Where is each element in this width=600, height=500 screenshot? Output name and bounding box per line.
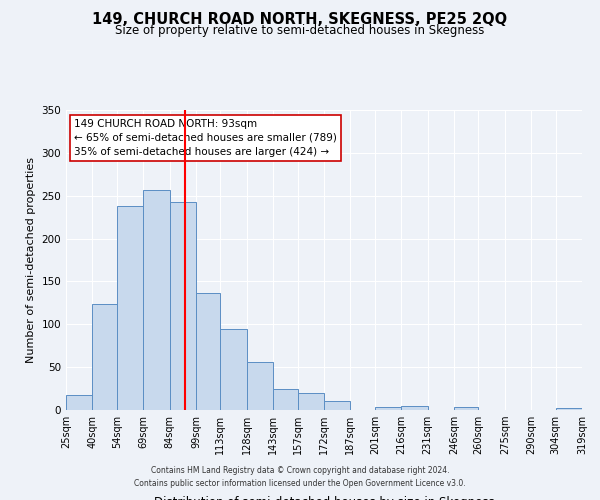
Text: 149 CHURCH ROAD NORTH: 93sqm
← 65% of semi-detached houses are smaller (789)
35%: 149 CHURCH ROAD NORTH: 93sqm ← 65% of se… bbox=[74, 119, 337, 157]
Bar bbox=[170, 202, 196, 410]
Bar bbox=[143, 190, 170, 410]
Bar bbox=[273, 388, 298, 410]
Bar bbox=[220, 330, 247, 410]
Text: Contains HM Land Registry data © Crown copyright and database right 2024.
Contai: Contains HM Land Registry data © Crown c… bbox=[134, 466, 466, 487]
Bar bbox=[117, 206, 143, 410]
Bar bbox=[556, 408, 582, 410]
Bar bbox=[196, 294, 220, 410]
Bar bbox=[324, 402, 350, 410]
Bar bbox=[454, 408, 478, 410]
Text: Size of property relative to semi-detached houses in Skegness: Size of property relative to semi-detach… bbox=[115, 24, 485, 37]
Text: 149, CHURCH ROAD NORTH, SKEGNESS, PE25 2QQ: 149, CHURCH ROAD NORTH, SKEGNESS, PE25 2… bbox=[92, 12, 508, 28]
Bar bbox=[375, 408, 401, 410]
Bar bbox=[401, 406, 428, 410]
Y-axis label: Number of semi-detached properties: Number of semi-detached properties bbox=[26, 157, 36, 363]
Bar bbox=[298, 393, 324, 410]
Bar bbox=[66, 396, 92, 410]
X-axis label: Distribution of semi-detached houses by size in Skegness: Distribution of semi-detached houses by … bbox=[154, 496, 494, 500]
Bar bbox=[92, 304, 117, 410]
Bar bbox=[247, 362, 273, 410]
